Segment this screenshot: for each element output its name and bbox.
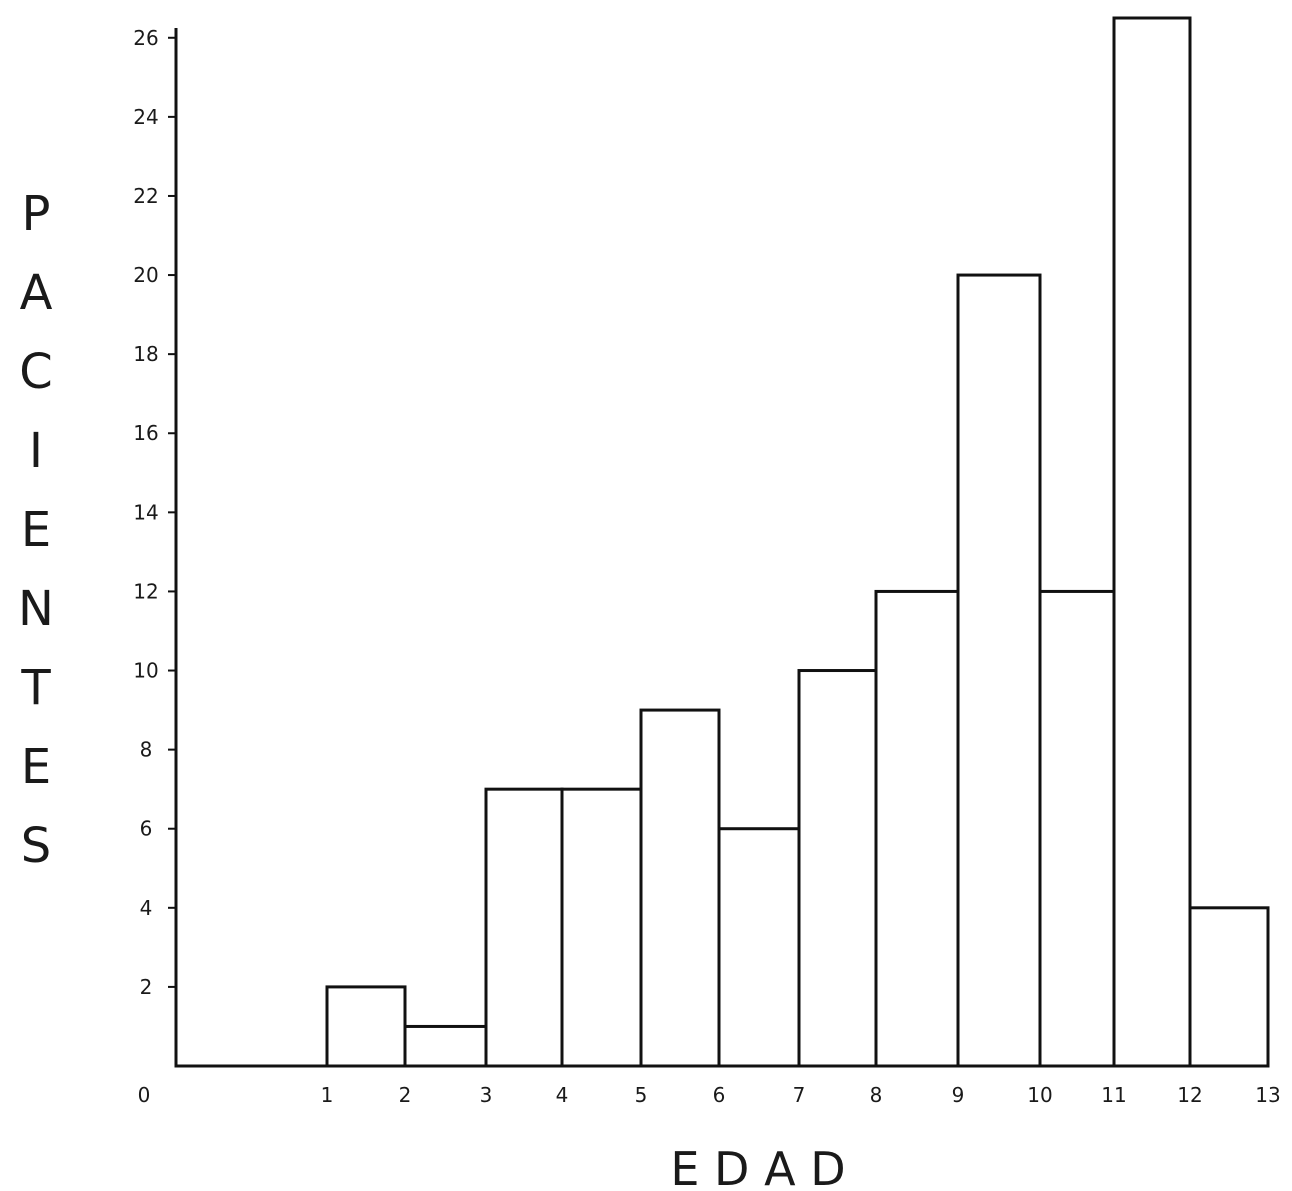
y-tick-label: 14 <box>133 500 158 524</box>
x-axis-title: E D A D <box>670 1142 845 1191</box>
y-tick-label: 22 <box>133 184 158 208</box>
y-tick-label: 26 <box>133 26 158 50</box>
y-tick-label: 2 <box>140 975 153 999</box>
histogram-bar <box>403 1024 488 1068</box>
histogram-bar <box>560 787 643 1068</box>
x-tick-label: 4 <box>556 1083 569 1107</box>
y-axis-title-letter: S <box>21 818 51 874</box>
x-tick-label: 12 <box>1177 1083 1202 1107</box>
y-axis-title-letter: A <box>20 265 53 321</box>
y-tick-label: 8 <box>140 738 153 762</box>
x-tick-label: 6 <box>713 1083 726 1107</box>
y-tick-label: 18 <box>133 342 158 366</box>
y-tick-label: 16 <box>133 421 158 445</box>
histogram-bar <box>797 669 878 1068</box>
y-tick-label: 6 <box>140 817 153 841</box>
y-tick-label: 20 <box>133 263 158 287</box>
histogram-bar <box>874 589 960 1068</box>
y-axis-title-letter: T <box>20 660 51 716</box>
x-tick-label: 1 <box>321 1083 334 1107</box>
y-axis-title-letter: I <box>29 423 43 479</box>
histogram-bar <box>717 827 801 1068</box>
y-tick-label: 12 <box>133 579 158 603</box>
y-axis-title-letter: E <box>21 739 51 795</box>
histogram-bar <box>1038 589 1116 1068</box>
y-tick-label: 10 <box>133 659 158 683</box>
x-tick-label: 7 <box>793 1083 806 1107</box>
y-tick-label: 4 <box>140 896 153 920</box>
y-axis-title-letter: E <box>21 502 51 558</box>
y-axis-title-letter: P <box>22 186 51 242</box>
bars-group <box>325 16 1270 1068</box>
x-tick-label: 3 <box>480 1083 493 1107</box>
x-tick-label: 0 <box>138 1083 151 1107</box>
x-tick-label: 13 <box>1255 1083 1280 1107</box>
histogram-bar <box>1188 906 1270 1068</box>
y-axis-title-letter: N <box>18 581 54 637</box>
histogram-bar <box>325 985 407 1068</box>
x-tick-label: 8 <box>870 1083 883 1107</box>
x-tick-label: 2 <box>399 1083 412 1107</box>
x-tick-label: 9 <box>952 1083 965 1107</box>
histogram-bar <box>956 273 1042 1068</box>
x-tick-label: 10 <box>1027 1083 1052 1107</box>
x-axis-ticks: 0 1 2 3 4 5 6 7 8 9 10 11 12 13 <box>138 1083 1281 1107</box>
y-axis-title-letter: C <box>19 344 53 400</box>
x-tick-label: 5 <box>635 1083 648 1107</box>
histogram-bar <box>1112 16 1192 1068</box>
histogram-bar <box>639 708 721 1068</box>
histogram-bar <box>484 787 564 1068</box>
axes-lines <box>174 28 1268 1068</box>
y-tick-label: 24 <box>133 105 158 129</box>
x-tick-label: 11 <box>1101 1083 1126 1107</box>
